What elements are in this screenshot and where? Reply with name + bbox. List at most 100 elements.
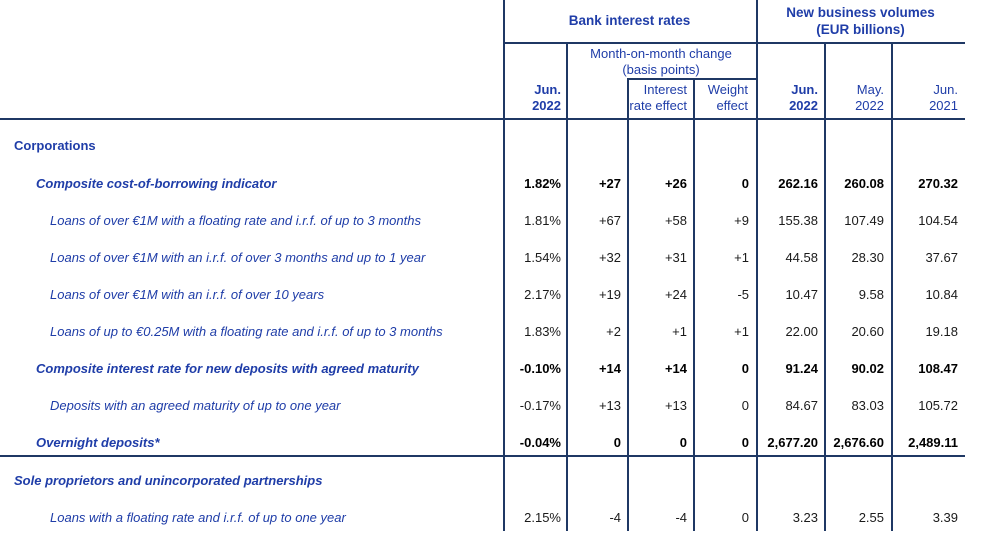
cell-weight-effect: 0 (741, 398, 749, 413)
cell-interest-rate-effect: +58 (664, 213, 687, 228)
cell-interest-rate-effect: +1 (672, 324, 687, 339)
column-header-weight-effect: Weight effect (707, 82, 748, 113)
cell-mom-change: +67 (598, 213, 621, 228)
cell-vol-may-2022: 28.30 (851, 250, 884, 265)
grid-line-vertical (824, 42, 826, 531)
cell-interest-rate-effect: +24 (664, 287, 687, 302)
section-row-corporations: Corporations (0, 127, 986, 164)
grid-line-horizontal (0, 118, 965, 120)
table-row-overnight-deposits: Overnight deposits* -0.04% 0 0 0 2,677.2… (0, 424, 986, 461)
cell-vol-may-2022: 260.08 (844, 176, 884, 191)
cell-vol-jun-2022: 10.47 (785, 287, 818, 302)
cell-mom-change: +13 (598, 398, 621, 413)
cell-mom-change: +2 (606, 324, 621, 339)
cell-mom-change: -4 (609, 510, 621, 525)
cell-vol-jun-2022: 155.38 (778, 213, 818, 228)
table-row-deposits-up-to-1y: Deposits with an agreed maturity of up t… (0, 387, 986, 424)
cell-mom-change: +27 (598, 176, 621, 191)
table-row-composite-deposits: Composite interest rate for new deposits… (0, 350, 986, 387)
section-row-sole-proprietors: Sole proprietors and unincorporated part… (0, 462, 986, 499)
table-row-composite-borrowing: Composite cost-of-borrowing indicator 1.… (0, 165, 986, 202)
cell-rate: 1.54% (524, 250, 561, 265)
cell-weight-effect: 0 (741, 510, 749, 525)
group-header-new-business-volumes: New business volumes (EUR billions) (786, 5, 935, 37)
cell-interest-rate-effect: +14 (664, 361, 687, 376)
cell-mom-change: +32 (598, 250, 621, 265)
row-label: Loans of over €1M with an i.r.f. of over… (50, 287, 325, 302)
grid-line-vertical (503, 0, 505, 531)
cell-vol-jun-2021: 2,489.11 (908, 435, 958, 450)
cell-rate: 1.82% (524, 176, 561, 191)
grid-line-vertical (891, 42, 893, 531)
cell-rate: -0.10% (519, 361, 561, 376)
row-label: Deposits with an agreed maturity of up t… (50, 398, 341, 413)
cell-vol-jun-2021: 105.72 (918, 398, 958, 413)
cell-vol-may-2022: 83.03 (851, 398, 884, 413)
grid-line-horizontal (627, 78, 756, 80)
cell-rate: 2.17% (524, 287, 561, 302)
column-header-vol-jun-2021: Jun. 2021 (929, 82, 958, 113)
cell-vol-may-2022: 107.49 (844, 213, 884, 228)
cell-rate: -0.04% (519, 435, 561, 450)
table-row-loans-over-1m-3m-1y: Loans of over €1M with an i.r.f. of over… (0, 239, 986, 276)
cell-interest-rate-effect: 0 (679, 435, 687, 450)
cell-rate: 2.15% (524, 510, 561, 525)
row-label: Loans of over €1M with a floating rate a… (50, 213, 421, 228)
column-header-interest-rate-effect: Interest rate effect (629, 82, 687, 113)
group-header-bank-interest-rates: Bank interest rates (568, 13, 691, 28)
row-label: Composite interest rate for new deposits… (36, 361, 419, 376)
cell-mom-change: +19 (598, 287, 621, 302)
cell-weight-effect: +1 (734, 324, 749, 339)
cell-mom-change: 0 (613, 435, 621, 450)
cell-vol-jun-2021: 3.39 (932, 510, 958, 525)
column-header-vol-jun-2022: Jun. 2022 (789, 82, 818, 113)
cell-vol-jun-2021: 37.67 (925, 250, 958, 265)
cell-weight-effect: +1 (734, 250, 749, 265)
row-label: Loans with a floating rate and i.r.f. of… (50, 510, 346, 525)
section-label: Sole proprietors and unincorporated part… (14, 473, 323, 488)
table-row-loans-floating-1y: Loans with a floating rate and i.r.f. of… (0, 499, 986, 536)
cell-weight-effect: 0 (741, 435, 749, 450)
cell-weight-effect: +9 (734, 213, 749, 228)
row-label: Composite cost-of-borrowing indicator (36, 176, 277, 191)
table-row-loans-up-to-025m: Loans of up to €0.25M with a floating ra… (0, 313, 986, 350)
grid-line-vertical (693, 78, 695, 531)
section-label: Corporations (14, 138, 96, 153)
row-label: Loans of up to €0.25M with a floating ra… (50, 324, 443, 339)
cell-interest-rate-effect: +13 (664, 398, 687, 413)
cell-vol-jun-2021: 104.54 (918, 213, 958, 228)
cell-weight-effect: 0 (741, 361, 749, 376)
cell-rate: 1.81% (524, 213, 561, 228)
grid-line-horizontal (503, 42, 965, 44)
row-label: Loans of over €1M with an i.r.f. of over… (50, 250, 426, 265)
cell-vol-jun-2021: 108.47 (918, 361, 958, 376)
cell-vol-may-2022: 2,676.60 (833, 435, 884, 450)
cell-interest-rate-effect: +26 (664, 176, 687, 191)
cell-vol-jun-2021: 270.32 (918, 176, 958, 191)
cell-rate: 1.83% (524, 324, 561, 339)
cell-mom-change: +14 (598, 361, 621, 376)
cell-interest-rate-effect: +31 (664, 250, 687, 265)
grid-line-vertical (756, 0, 758, 531)
subgroup-header-mom-change: Month-on-month change (basis points) (590, 46, 732, 77)
cell-vol-jun-2022: 84.67 (785, 398, 818, 413)
cell-vol-may-2022: 20.60 (851, 324, 884, 339)
cell-weight-effect: 0 (741, 176, 749, 191)
grid-line-vertical (566, 42, 568, 531)
cell-vol-jun-2021: 10.84 (925, 287, 958, 302)
cell-vol-may-2022: 90.02 (851, 361, 884, 376)
cell-vol-jun-2022: 2,677.20 (767, 435, 818, 450)
row-label: Overnight deposits* (36, 435, 160, 450)
grid-line-horizontal (0, 455, 965, 457)
cell-vol-jun-2022: 44.58 (785, 250, 818, 265)
column-header-rate-jun-2022: Jun. 2022 (532, 82, 561, 113)
cell-vol-may-2022: 9.58 (858, 287, 884, 302)
cell-vol-jun-2022: 22.00 (785, 324, 818, 339)
column-header-vol-may-2022: May. 2022 (855, 82, 884, 113)
cell-vol-jun-2022: 91.24 (785, 361, 818, 376)
grid-line-vertical (627, 78, 629, 531)
table-row-loans-over-1m-10y: Loans of over €1M with an i.r.f. of over… (0, 276, 986, 313)
table-row-loans-over-1m-floating: Loans of over €1M with a floating rate a… (0, 202, 986, 239)
cell-vol-may-2022: 2.55 (858, 510, 884, 525)
